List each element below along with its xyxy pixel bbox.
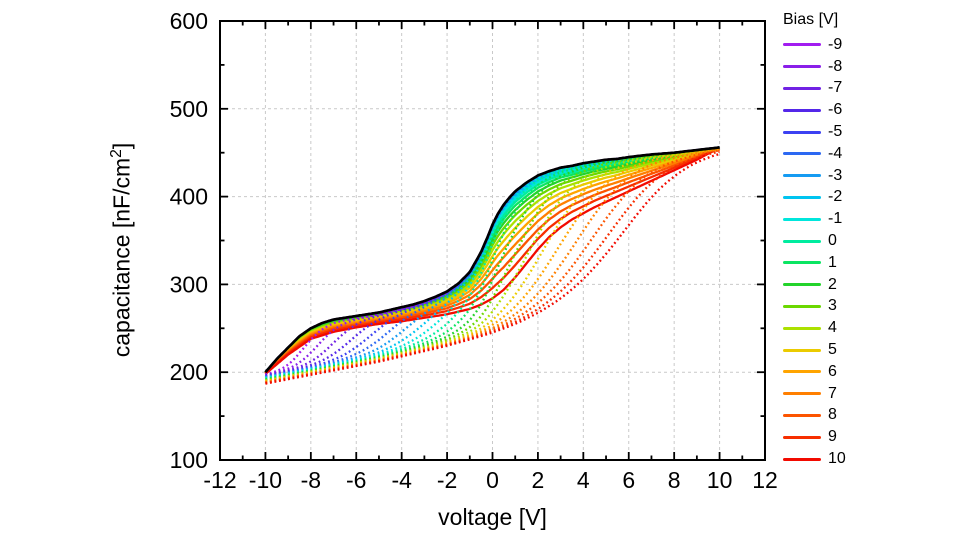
legend-label: -9 (828, 35, 843, 53)
legend-label: 10 (828, 450, 846, 468)
legend-swatch (783, 348, 821, 352)
legend-swatch (783, 239, 821, 243)
legend-swatch (783, 86, 821, 90)
legend-label: 1 (828, 253, 837, 271)
y-axis-title: capacitance [nF/cm2] (103, 20, 135, 480)
legend-swatch (783, 217, 821, 221)
legend-label: -6 (828, 101, 843, 119)
x-tick-label: 12 (752, 467, 778, 493)
legend-swatch (783, 108, 821, 112)
y-tick-label: 200 (170, 359, 208, 385)
legend-label: -4 (828, 144, 843, 162)
legend-label: -1 (828, 210, 843, 228)
legend-item: 4 (783, 317, 846, 339)
legend-item: -2 (783, 187, 846, 209)
curve-dotted-bias-0 (265, 148, 720, 380)
legend-swatch (783, 457, 821, 461)
legend: Bias [V] -9 -8 -7 -6 -5 -4 -3 -2 -1 0 1 2 3 4 5 6 7 8 9 10 (783, 10, 846, 470)
legend-label: -8 (828, 57, 843, 75)
legend-swatch (783, 392, 821, 396)
x-tick-label: 0 (486, 467, 499, 493)
curve-dotted-bias-8 (265, 149, 720, 384)
legend-item: -7 (783, 78, 846, 100)
legend-label: 6 (828, 362, 837, 380)
x-tick-label: 10 (707, 467, 733, 493)
x-tick-label: -10 (249, 467, 282, 493)
x-tick-label: -6 (346, 467, 366, 493)
legend-title: Bias [V] (783, 11, 839, 28)
legend-item: 0 (783, 230, 846, 252)
legend-swatch (783, 195, 821, 199)
legend-item: -9 (783, 34, 846, 56)
legend-swatch (783, 43, 821, 47)
x-tick-label: -12 (203, 467, 236, 493)
legend-swatch (783, 435, 821, 439)
legend-item: 5 (783, 339, 846, 361)
legend-item: 3 (783, 296, 846, 318)
y-tick-label: 100 (170, 447, 208, 473)
x-tick-label: -8 (301, 467, 321, 493)
legend-label: 0 (828, 232, 837, 250)
legend-items: -9 -8 -7 -6 -5 -4 -3 -2 -1 0 1 2 3 4 5 6 7 8 9 10 (783, 34, 846, 470)
legend-item: -8 (783, 56, 846, 78)
legend-item: 9 (783, 426, 846, 448)
legend-swatch (783, 304, 821, 308)
legend-label: -2 (828, 188, 843, 206)
legend-label: 9 (828, 428, 837, 446)
legend-label: 8 (828, 406, 837, 424)
y-tick-label: 400 (170, 184, 208, 210)
y-axis-title-close-bracket: ] (108, 142, 135, 150)
legend-swatch (783, 152, 821, 156)
y-tick-label: 600 (170, 8, 208, 34)
legend-swatch (783, 130, 821, 134)
legend-label: -5 (828, 123, 843, 141)
legend-swatch (783, 283, 821, 287)
legend-swatch (783, 65, 821, 69)
x-tick-label: 4 (577, 467, 590, 493)
legend-item: -1 (783, 208, 846, 230)
x-tick-label: 6 (622, 467, 635, 493)
y-tick-label: 300 (170, 271, 208, 297)
x-axis-title: voltage [V] (438, 504, 547, 530)
legend-item: -6 (783, 99, 846, 121)
legend-swatch (783, 326, 821, 330)
legend-item: 8 (783, 405, 846, 427)
y-tick-label: 500 (170, 96, 208, 122)
legend-item: -5 (783, 121, 846, 143)
legend-item: 7 (783, 383, 846, 405)
legend-swatch (783, 370, 821, 374)
curve-dotted-bias-3 (265, 148, 720, 382)
curve-solid-bias-9 (264, 147, 721, 375)
legend-label: 3 (828, 297, 837, 315)
x-tick-label: -2 (437, 467, 457, 493)
legend-label: -3 (828, 166, 843, 184)
legend-swatch (783, 174, 821, 178)
legend-label: 5 (828, 341, 837, 359)
legend-item: 2 (783, 274, 846, 296)
legend-label: 2 (828, 275, 837, 293)
legend-label: 7 (828, 384, 837, 402)
legend-swatch (783, 413, 821, 417)
curve-dotted-bias-7 (265, 148, 720, 384)
x-tick-label: 2 (532, 467, 545, 493)
x-tick-label: -4 (391, 467, 412, 493)
legend-item: 1 (783, 252, 846, 274)
legend-label: 4 (828, 319, 837, 337)
legend-label: -7 (828, 79, 843, 97)
curve-black-envelope (264, 146, 720, 374)
legend-item: -4 (783, 143, 846, 165)
legend-swatch (783, 261, 821, 265)
legend-item: 6 (783, 361, 846, 383)
y-axis-title-text: capacitance [nF/cm (108, 157, 135, 358)
x-tick-label: 8 (668, 467, 681, 493)
legend-item: 10 (783, 448, 846, 470)
legend-item: -3 (783, 165, 846, 187)
y-axis-title-superscript: 2 (108, 149, 125, 158)
curve-dotted-bias-6 (265, 148, 720, 383)
